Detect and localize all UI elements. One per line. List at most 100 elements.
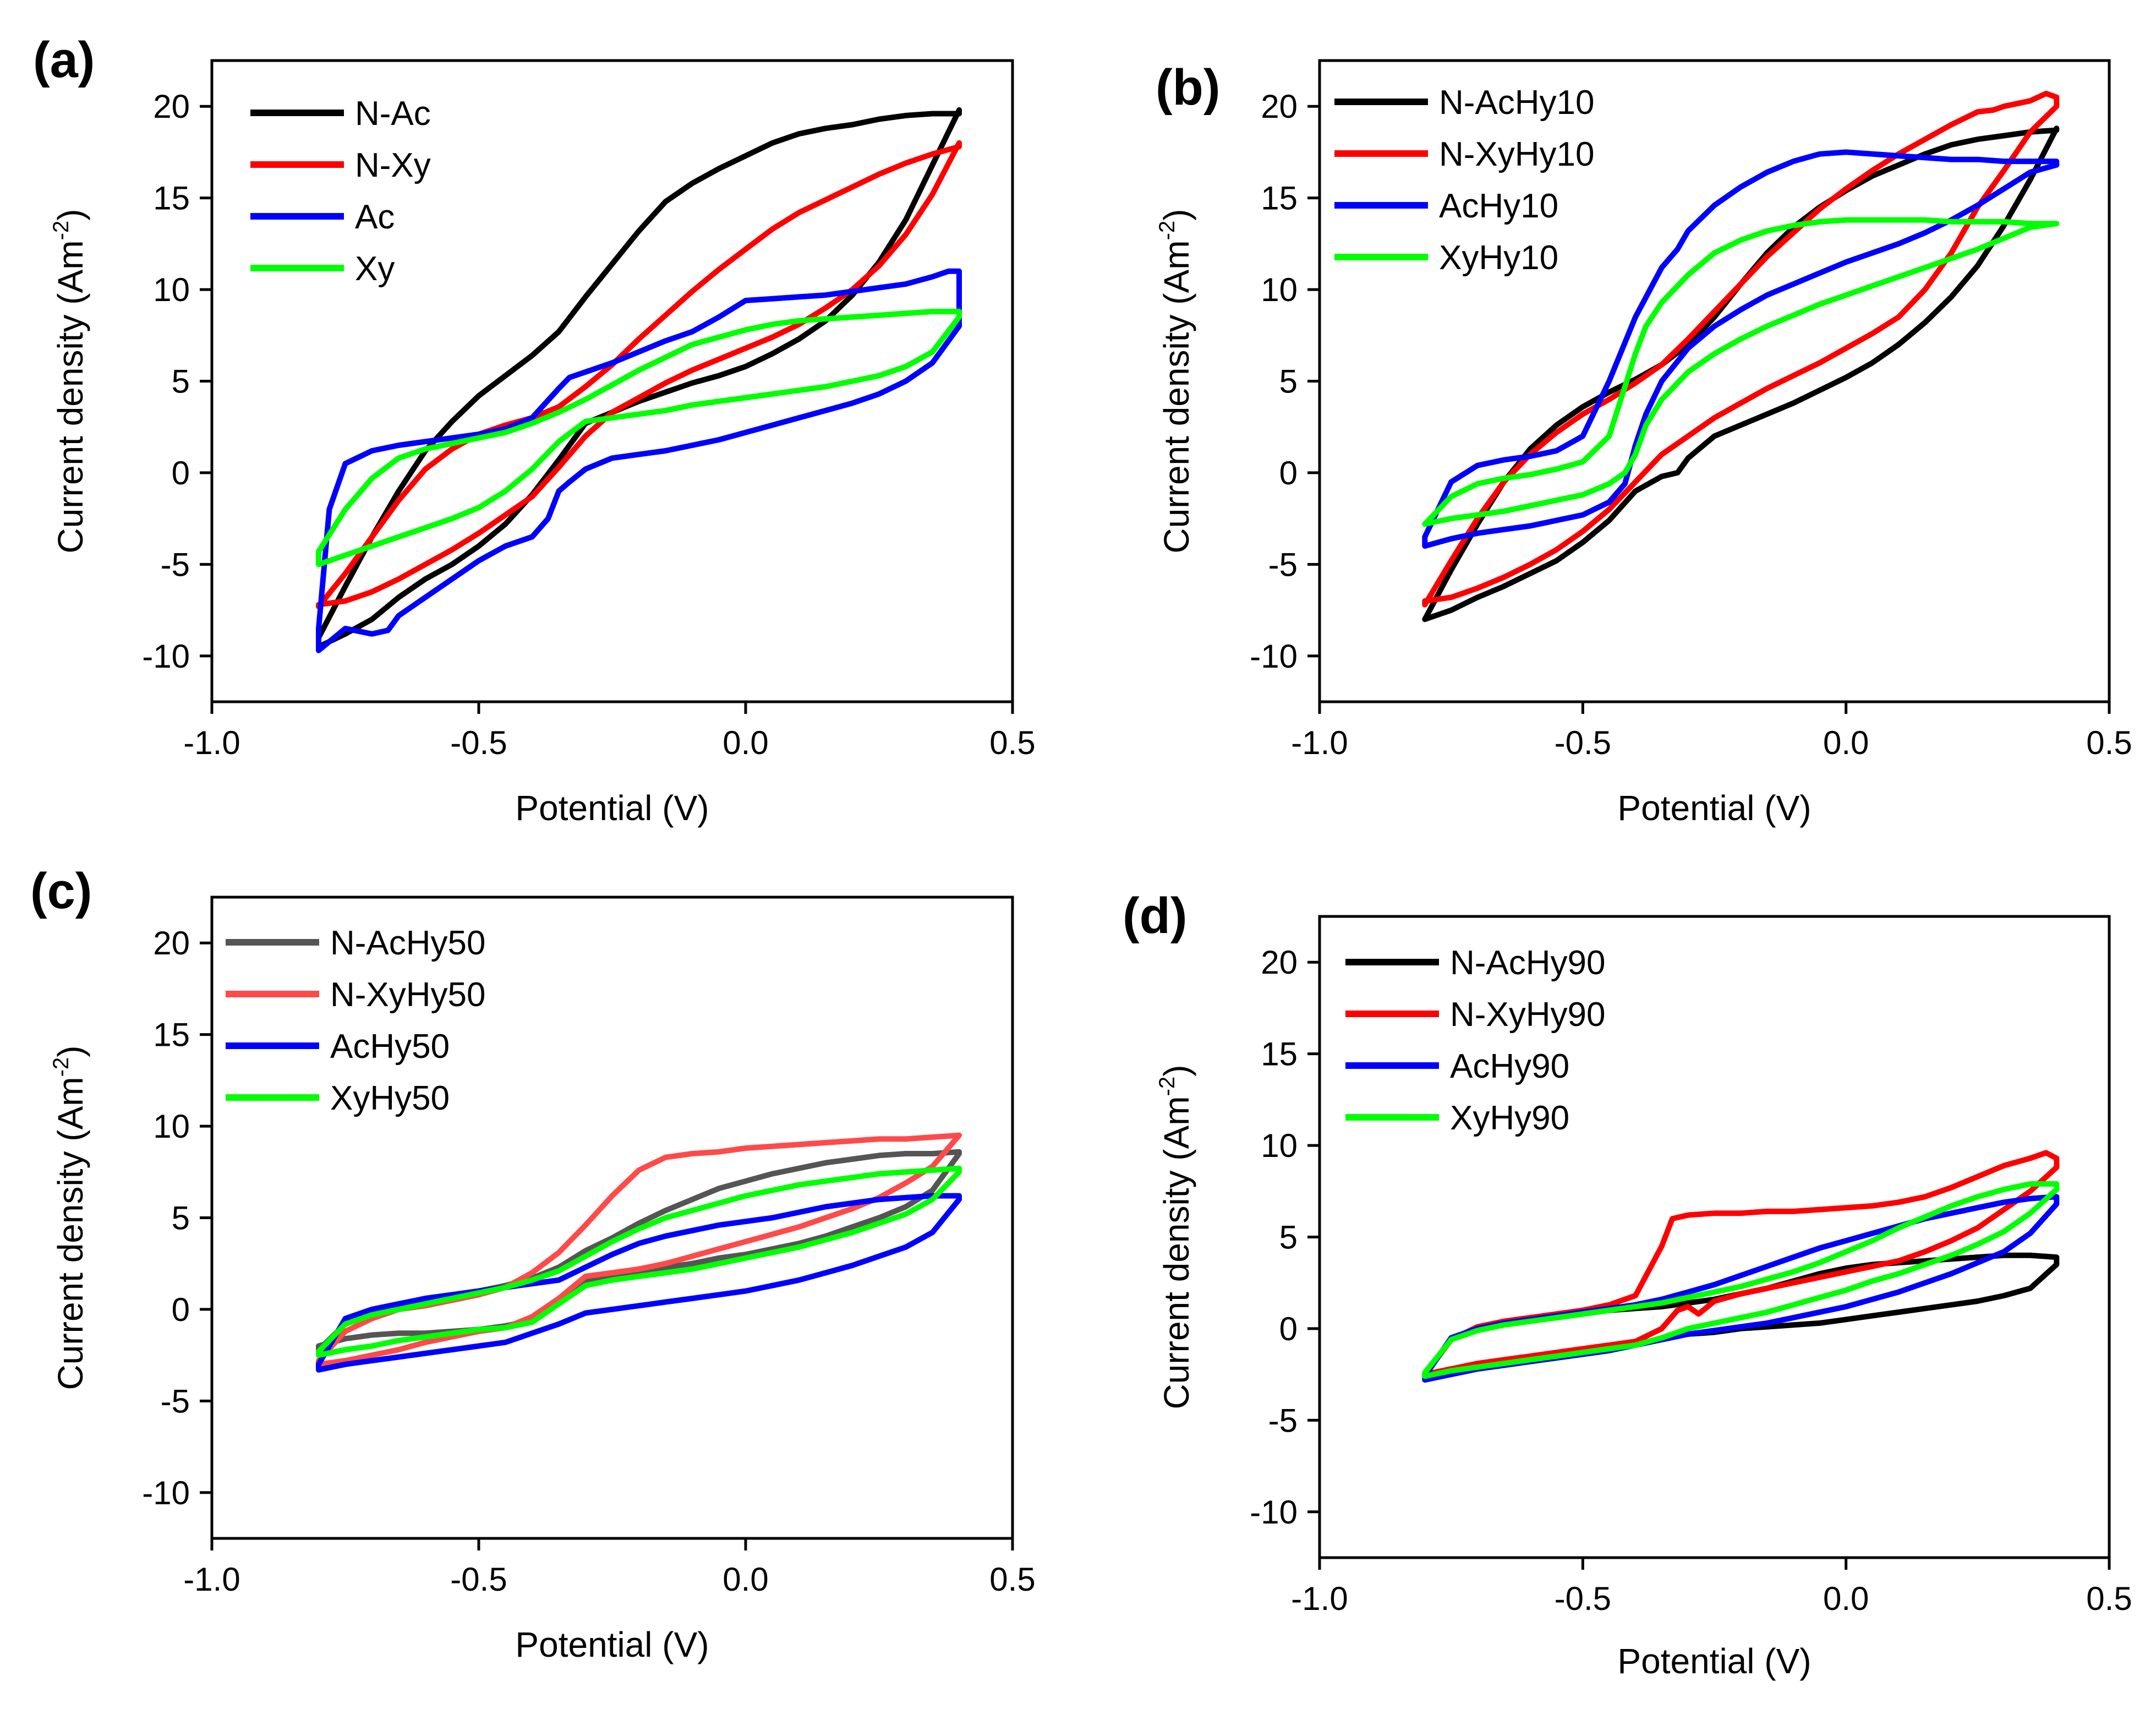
legend-label: AcHy90 — [1450, 1047, 1569, 1085]
y-tick-label: 15 — [153, 1017, 190, 1053]
y-axis-title-main: Current density (Am — [1157, 1096, 1196, 1409]
panel-label: (a) — [33, 32, 95, 88]
y-axis-title-superscript: -2 — [1155, 221, 1179, 241]
y-axis-title-close: ) — [1157, 209, 1196, 221]
panel-label: (d) — [1123, 888, 1187, 944]
y-axis-title-superscript: -2 — [1155, 1077, 1179, 1096]
x-tick-label: 0.0 — [723, 1561, 768, 1598]
y-axis-title-close: ) — [51, 1046, 90, 1057]
panel-label: (b) — [1156, 59, 1220, 116]
series-line-n-xy — [316, 140, 962, 609]
y-tick-label: 10 — [153, 1108, 190, 1145]
x-tick-label: -0.5 — [1555, 724, 1611, 761]
x-tick-label: 0.5 — [989, 1561, 1035, 1598]
y-tick-label: -5 — [1268, 546, 1298, 583]
x-axis-title: Potential (V) — [515, 1625, 709, 1664]
x-tick-label: -1.0 — [183, 1561, 240, 1598]
legend: N-Ac N-Xy Ac Xy — [250, 95, 431, 288]
x-tick-label: 0.5 — [989, 724, 1035, 761]
y-tick-label: 0 — [172, 1291, 190, 1328]
y-tick-label: 5 — [172, 363, 190, 400]
plot-area-frame — [1318, 59, 2111, 703]
x-tick-label: -0.5 — [450, 724, 507, 761]
x-axis-title: Potential (V) — [515, 788, 709, 828]
y-tick-label: 10 — [1261, 271, 1298, 308]
y-tick-label: 20 — [1261, 88, 1298, 125]
y-axis-title-close: ) — [51, 209, 90, 221]
y-tick-label: 0 — [1279, 1311, 1298, 1347]
x-tick-label: 0.0 — [723, 724, 768, 761]
legend-label: XyHy10 — [1439, 239, 1558, 277]
y-tick-label: -10 — [142, 638, 190, 675]
y-axis-title: Current density (Am-2) — [1155, 1065, 1196, 1410]
y-tick-label: -10 — [1250, 638, 1298, 675]
y-tick-label: -10 — [142, 1475, 190, 1511]
legend-label: N-Ac — [355, 95, 431, 133]
y-tick-label: 5 — [172, 1200, 190, 1237]
y-tick-label: 20 — [1261, 944, 1298, 981]
series-line-xyhy50 — [316, 1165, 962, 1358]
y-axis-title-main: Current density (Am — [1157, 240, 1196, 553]
chart-panel-c: (c) -1.0 -0.5 0.0 0.5 -10 -5 0 5 10 15 20 Potential … — [30, 863, 1036, 1664]
series-line-n-xyhy50 — [316, 1132, 962, 1367]
y-tick-label: 10 — [153, 271, 190, 308]
legend-label: AcHy10 — [1439, 187, 1558, 225]
legend-label: N-AcHy10 — [1439, 84, 1595, 122]
legend-label: N-XyHy90 — [1450, 996, 1606, 1034]
y-tick-label: 5 — [1279, 1219, 1298, 1256]
legend: N-AcHy50 N-XyHy50 AcHy50 XyHy50 — [226, 924, 486, 1117]
legend-label: Xy — [355, 250, 395, 288]
chart-panel-b: (b) -1.0 -0.5 0.0 0.5 -10 -5 0 5 10 15 20 Potential … — [1155, 59, 2132, 828]
series-line-xyhy90 — [1422, 1181, 2060, 1379]
y-tick-label: 15 — [1261, 1036, 1298, 1073]
legend-label: N-Xy — [355, 146, 431, 184]
series-line-ac — [316, 268, 962, 653]
x-axis-title: Potential (V) — [1617, 1641, 1811, 1681]
legend-label: N-XyHy10 — [1439, 135, 1595, 173]
y-tick-label: 0 — [1279, 455, 1298, 492]
y-tick-label: -5 — [161, 1383, 190, 1419]
y-axis-title-main: Current density (Am — [51, 240, 90, 553]
series-line-n-achy50 — [316, 1149, 962, 1353]
y-axis-title-superscript: -2 — [49, 221, 73, 241]
y-axis-title-superscript: -2 — [49, 1057, 73, 1077]
y-tick-label: -10 — [1250, 1494, 1298, 1531]
legend-label: N-AcHy90 — [1450, 944, 1606, 982]
y-axis-title: Current density (Am-2) — [49, 209, 90, 554]
x-tick-label: -1.0 — [183, 724, 240, 761]
legend-label: XyHy90 — [1450, 1099, 1569, 1137]
x-tick-label: -1.0 — [1291, 724, 1348, 761]
x-tick-label: -0.5 — [450, 1561, 507, 1598]
y-axis-title: Current density (Am-2) — [49, 1046, 90, 1390]
x-axis-title: Potential (V) — [1617, 788, 1811, 828]
y-axis-title-main: Current density (Am — [51, 1077, 90, 1390]
y-axis-title-close: ) — [1157, 1065, 1196, 1077]
y-tick-label: 10 — [1261, 1127, 1298, 1164]
y-tick-label: 15 — [153, 180, 190, 217]
x-tick-label: 0.0 — [1823, 724, 1869, 761]
x-tick-label: 0.5 — [2086, 1580, 2132, 1617]
legend-label: AcHy50 — [330, 1028, 450, 1066]
y-tick-label: 20 — [153, 925, 190, 962]
x-tick-label: -1.0 — [1291, 1580, 1348, 1617]
x-tick-label: 0.5 — [2086, 724, 2132, 761]
chart-panel-a: (a) -1.0 -0.5 0.0 0.5 -10 -5 0 5 10 15 20 Potential … — [33, 32, 1036, 828]
y-tick-label: -5 — [161, 546, 190, 583]
legend: N-AcHy90 N-XyHy90 AcHy90 XyHy90 — [1345, 944, 1606, 1137]
y-tick-label: -5 — [1268, 1402, 1298, 1439]
legend-label: XyHy50 — [330, 1079, 450, 1117]
chart-panel-d: (d) -1.0 -0.5 0.0 0.5 -10 -5 0 5 10 15 20 Potential … — [1123, 888, 2132, 1681]
y-tick-label: 20 — [153, 88, 190, 125]
series-line-xyhy10 — [1422, 217, 2060, 527]
x-tick-label: -0.5 — [1555, 1580, 1611, 1617]
x-tick-label: 0.0 — [1823, 1580, 1869, 1617]
y-tick-label: 15 — [1261, 180, 1298, 217]
y-axis-title: Current density (Am-2) — [1155, 209, 1196, 554]
series-line-n-xyhy90 — [1422, 1150, 2060, 1378]
legend-label: N-AcHy50 — [330, 924, 486, 962]
y-tick-label: 5 — [1279, 363, 1298, 400]
panel-label: (c) — [30, 863, 92, 919]
y-tick-label: 0 — [172, 455, 190, 492]
legend-label: N-XyHy50 — [330, 976, 486, 1014]
